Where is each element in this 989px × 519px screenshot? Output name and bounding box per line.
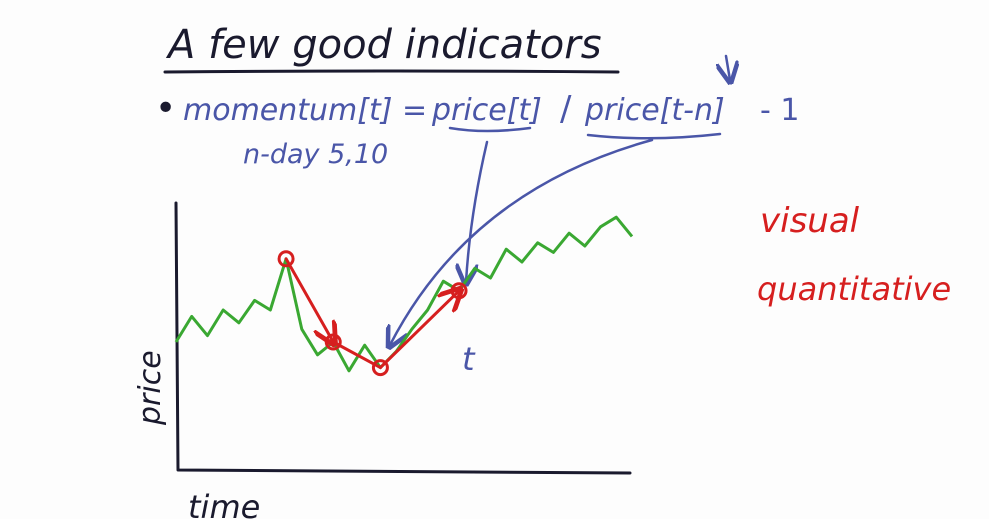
visual-note: visual (760, 201, 860, 241)
x-axis-label: time (188, 488, 260, 519)
price-t-underline (448, 126, 532, 133)
highlight-point-1 (324, 333, 342, 351)
momentum-segment (331, 340, 382, 370)
highlighted-points (277, 250, 468, 377)
bullet: • (155, 88, 176, 129)
chart-axes (174, 201, 632, 475)
highlight-point-3 (450, 282, 468, 300)
t-point-label: t (462, 340, 476, 378)
division-slash: / (560, 89, 572, 129)
price-tn-underline (586, 132, 722, 140)
small-down-arrow-icon (726, 54, 730, 80)
y-axis-label: price (133, 350, 168, 426)
momentum-segment (284, 257, 333, 342)
highlight-point-0 (277, 250, 295, 268)
arrow-price-t-icon (466, 140, 489, 282)
highlight-point-2 (371, 359, 389, 377)
minus-one-term: - 1 (760, 93, 799, 128)
price-series (174, 215, 634, 373)
arrow-price-tn-icon (390, 138, 654, 345)
quantitative-note: quantitative (757, 270, 951, 308)
momentum-lhs: momentum[t] = (183, 93, 427, 128)
price-t-minus-n-term: price[t-n] (584, 93, 725, 128)
title-underline (163, 69, 620, 74)
price-t-term: price[t] (431, 93, 542, 128)
momentum-segment (378, 291, 459, 370)
n-day-note: n-day 5,10 (243, 139, 388, 170)
price-line (174, 215, 634, 373)
page-title: A few good indicators (165, 22, 602, 68)
